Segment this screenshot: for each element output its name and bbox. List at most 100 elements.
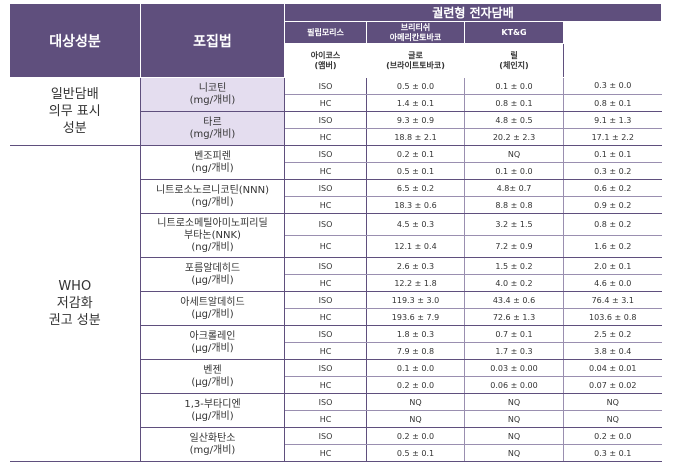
value-cell: 3.8 ± 0.4: [563, 342, 662, 360]
component-name: 일산화탄소 (mg/개비): [140, 427, 285, 462]
value-cell: 0.5 ± 0.0: [366, 77, 465, 95]
method-cell: ISO: [284, 257, 367, 275]
value-cell: 2.6 ± 0.3: [366, 257, 465, 275]
method-cell: ISO: [284, 427, 367, 445]
value-cell: 0.2 ± 0.1: [366, 145, 465, 163]
table-row: 일반담배 의무 표시 성분 니코틴 (mg/개비) ISO 0.5 ± 0.0 0.1 …: [9, 77, 662, 146]
method-cell: HC: [284, 308, 367, 326]
company-label: 필립모리스: [307, 27, 344, 37]
category-cell: 일반담배 의무 표시 성분: [9, 77, 141, 146]
method-cell: ISO: [284, 359, 367, 377]
component-name: 벤조피렌 (ng/개비): [140, 145, 285, 180]
value-cell: 12.1 ± 0.4: [366, 235, 465, 258]
method-cell: ISO: [284, 111, 367, 129]
value-cell: 0.8 ± 0.2: [563, 213, 662, 236]
value-cell: NQ: [464, 444, 564, 462]
value-cell: 4.5 ± 0.3: [366, 213, 465, 236]
value-cell: 0.1 ± 0.0: [464, 162, 564, 180]
value-cell: NQ: [464, 427, 564, 445]
value-cell: 0.7 ± 0.1: [464, 325, 564, 343]
data-table-container: 대상성분 포집법 궐련형 전자담배 필립모리스 브리티쉬 아메리칸토바코 KT&…: [9, 3, 663, 462]
value-cell: 0.3 ± 0.2: [563, 162, 662, 180]
method-cell: HC: [284, 196, 367, 214]
value-cell: 0.03 ± 0.00: [464, 359, 564, 377]
value-cell: 0.8 ± 0.1: [464, 94, 564, 112]
value-cell: 0.2 ± 0.0: [366, 376, 465, 394]
table-row: HC 0.2 ± 0.0 0.06 ± 0.00 0.07 ± 0.02: [10, 376, 662, 394]
value-cell: NQ: [464, 410, 564, 428]
value-cell: 12.2 ± 1.8: [366, 274, 465, 292]
method-cell: HC: [284, 162, 367, 180]
product-label: 아이코스 (앰버): [310, 50, 341, 70]
table-row: WHO 저감화 권고 성분 벤조피렌 (ng/개비) ISO 0.2 ± 0.1 NQ 0…: [9, 145, 662, 462]
value-cell: 0.04 ± 0.01: [563, 359, 662, 377]
value-cell: 3.2 ± 1.5: [464, 213, 564, 236]
method-cell: HC: [284, 128, 367, 146]
method-cell: ISO: [284, 213, 367, 236]
value-cell: 7.9 ± 0.8: [366, 342, 465, 360]
table-row: 니트로소메틸아미노피리딜 부타논(NNK) (ng/개비) ISO 4.5 ± 0.…: [10, 213, 662, 258]
value-cell: 0.5 ± 0.1: [366, 444, 465, 462]
component-name: 니트로소노르니코틴(NNN) (ng/개비): [140, 179, 285, 214]
header-method: 포집법: [140, 3, 285, 78]
value-cell: NQ: [563, 410, 662, 428]
table-row: HC 1.4 ± 0.1 0.8 ± 0.1 0.8 ± 0.1: [10, 94, 662, 112]
value-cell: 0.1 ± 0.0: [366, 359, 465, 377]
method-cell: HC: [284, 235, 367, 258]
value-cell: 18.3 ± 0.6: [366, 196, 465, 214]
value-cell: 4.6 ± 0.0: [563, 274, 662, 292]
header-product-2: 글로 (브라이트토바코): [366, 43, 465, 78]
component-name: 니트로소메틸아미노피리딜 부타논(NNK) (ng/개비): [140, 213, 285, 258]
value-cell: 0.2 ± 0.0: [366, 427, 465, 445]
header-product-1: 아이코스 (앰버): [284, 43, 367, 78]
value-cell: NQ: [563, 393, 662, 411]
value-cell: 4.0 ± 0.2: [464, 274, 564, 292]
value-cell: 103.6 ± 0.8: [563, 308, 662, 326]
value-cell: 0.06 ± 0.00: [464, 376, 564, 394]
component-name: 니코틴 (mg/개비): [140, 77, 285, 112]
component-name: 1,3-부타디엔 (μg/개비): [140, 393, 285, 428]
value-cell: 4.8 ± 0.5: [464, 111, 564, 129]
value-cell: 76.4 ± 3.1: [563, 291, 662, 309]
table-row: HC 12.2 ± 1.8 4.0 ± 0.2 4.6 ± 0.0: [10, 274, 662, 292]
method-cell: ISO: [284, 179, 367, 197]
method-cell: HC: [284, 410, 367, 428]
value-cell: 43.4 ± 0.6: [464, 291, 564, 309]
value-cell: 20.2 ± 2.3: [464, 128, 564, 146]
value-cell: 0.1 ± 0.1: [563, 145, 662, 163]
value-cell: 17.1 ± 2.2: [563, 128, 662, 146]
value-cell: 119.3 ± 3.0: [366, 291, 465, 309]
value-cell: 0.9 ± 0.2: [563, 196, 662, 214]
value-cell: 9.1 ± 1.3: [563, 111, 662, 129]
table-row: 아세트알데히드 (μg/개비) ISO 119.3 ± 3.0 43.4 ± 0.6 7…: [10, 291, 662, 326]
company-label: 브리티쉬 아메리칸토바코: [389, 22, 442, 42]
component-name: 포름알데히드 (μg/개비): [140, 257, 285, 292]
value-cell: 0.3 ± 0.1: [563, 444, 662, 462]
table-row: HC 18.3 ± 0.6 8.8 ± 0.8 0.9 ± 0.2: [10, 196, 662, 214]
header-group-title: 궐련형 전자담배: [283, 3, 663, 22]
header-product-3: 릴 (체인지): [464, 43, 564, 78]
component-name: 타르 (mg/개비): [140, 111, 285, 146]
table-row: HC 193.6 ± 7.9 72.6 ± 1.3 103.6 ± 0.8: [10, 308, 662, 326]
table-row: 아크롤레인 (μg/개비) ISO 1.8 ± 0.3 0.7 ± 0.1 2.5 ± …: [10, 325, 662, 360]
table-row: HC 7.9 ± 0.8 1.7 ± 0.3 3.8 ± 0.4: [10, 342, 662, 360]
value-cell: 18.8 ± 2.1: [366, 128, 465, 146]
table-row: HC 0.5 ± 0.1 NQ 0.3 ± 0.1: [10, 444, 662, 462]
table-row: HC 0.5 ± 0.1 0.1 ± 0.0 0.3 ± 0.2: [10, 162, 662, 180]
value-cell: 0.2 ± 0.0: [563, 427, 662, 445]
value-cell: 1.7 ± 0.3: [464, 342, 564, 360]
value-cell: 1.6 ± 0.2: [563, 235, 662, 258]
value-cell: 1.5 ± 0.2: [464, 257, 564, 275]
header-company-2: 브리티쉬 아메리칸토바코: [366, 21, 465, 44]
value-cell: 1.8 ± 0.3: [366, 325, 465, 343]
header-component: 대상성분: [9, 3, 141, 78]
method-cell: HC: [284, 376, 367, 394]
value-cell: NQ: [366, 393, 465, 411]
component-name: 아세트알데히드 (μg/개비): [140, 291, 285, 326]
value-cell: 72.6 ± 1.3: [464, 308, 564, 326]
table-row: HC NQ NQ NQ: [10, 410, 662, 428]
value-cell: NQ: [366, 410, 465, 428]
table-row: 타르 (mg/개비) ISO 9.3 ± 0.9 4.8 ± 0.5 9.1 ± 1.3: [10, 111, 662, 146]
value-cell: NQ: [464, 145, 564, 163]
table-header: 대상성분 포집법 궐련형 전자담배 필립모리스 브리티쉬 아메리칸토바코 KT&…: [9, 3, 663, 78]
